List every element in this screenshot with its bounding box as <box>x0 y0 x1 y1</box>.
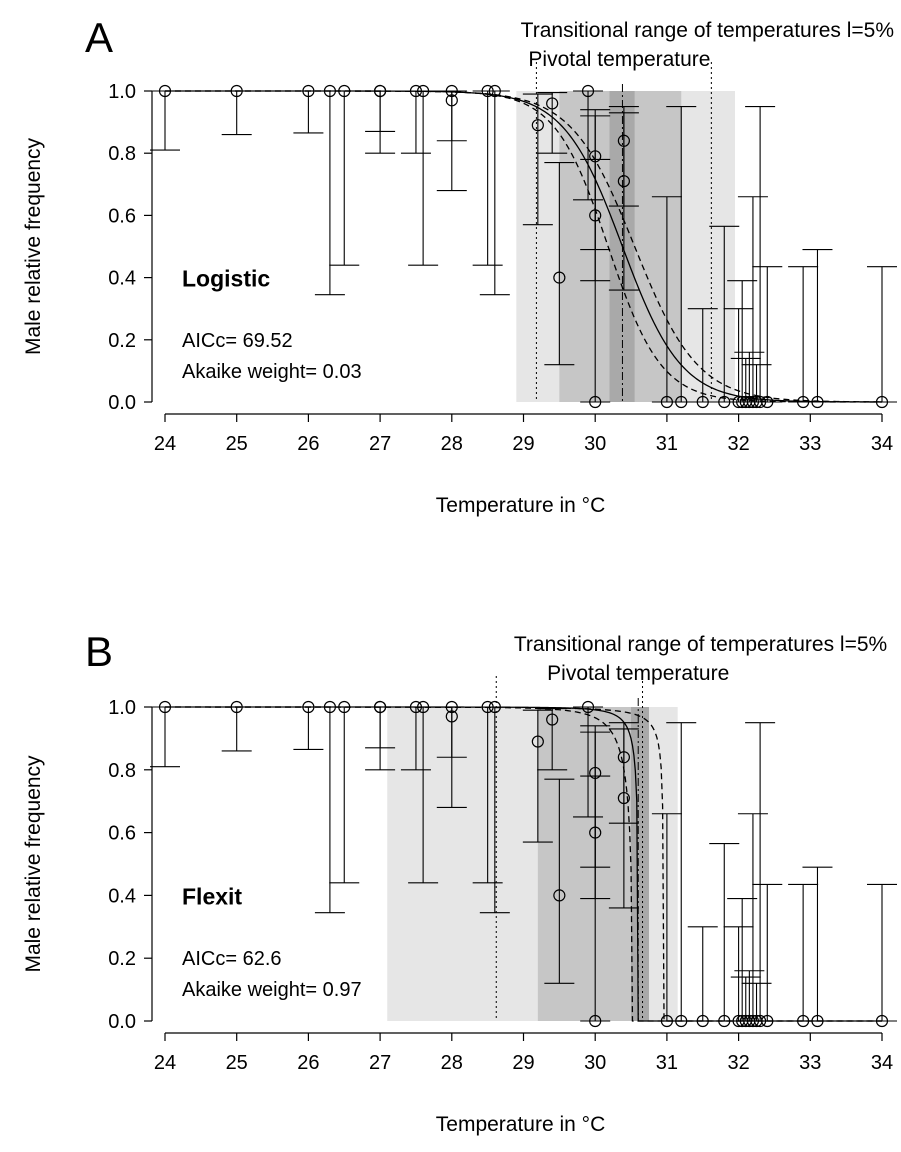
y-tick-label: 0.0 <box>108 392 136 414</box>
x-tick-label: 31 <box>656 433 678 455</box>
x-tick-label: 31 <box>656 1052 678 1074</box>
data-point <box>417 700 430 714</box>
x-tick-label: 26 <box>297 1052 319 1074</box>
x-tick-label: 27 <box>369 1052 391 1074</box>
x-tick-label: 33 <box>799 433 821 455</box>
panel-A: A 0.0 0.2 0.4 0.6 0.8 1.0 24 25 26 27 28 29 30 31 32 33 3… <box>22 14 897 517</box>
aicc-label: AICc= 62.6 <box>182 948 282 970</box>
x-tick-label: 32 <box>727 1052 749 1074</box>
x-tick-label: 29 <box>512 433 534 455</box>
data-point <box>302 700 315 714</box>
panel-letter: A <box>85 14 113 61</box>
aicc-label: AICc= 69.52 <box>182 330 293 352</box>
data-point <box>302 84 315 98</box>
data-point <box>581 700 595 714</box>
data-point <box>546 97 559 110</box>
data-point <box>374 700 387 714</box>
data-point <box>875 395 889 409</box>
data-point <box>445 710 458 723</box>
y-tick-label: 1.0 <box>108 697 136 719</box>
data-point <box>553 889 566 902</box>
x-tick-label: 28 <box>441 1052 463 1074</box>
y-tick-label: 0.8 <box>108 143 136 165</box>
akaike-weight-label: Akaike weight= 0.97 <box>182 979 362 1001</box>
data-point <box>158 84 172 98</box>
data-point <box>811 395 824 409</box>
y-axis-label: Male relative frequency <box>22 755 45 973</box>
pivotal-label: Pivotal temperature <box>528 48 710 71</box>
x-tick-label: 25 <box>226 433 248 455</box>
y-tick-label: 0.4 <box>108 885 136 907</box>
x-tick-label: 28 <box>441 433 463 455</box>
model-name-label: Logistic <box>182 266 270 292</box>
x-tick-label: 27 <box>369 433 391 455</box>
akaike-weight-label: Akaike weight= 0.03 <box>182 361 362 383</box>
y-tick-label: 1.0 <box>108 81 136 103</box>
y-tick-label: 0.2 <box>108 330 136 352</box>
x-axis-label: Temperature in °C <box>436 494 605 517</box>
y-tick-label: 0.0 <box>108 1011 136 1033</box>
data-point <box>546 713 559 726</box>
pivotal-label: Pivotal temperature <box>547 662 729 685</box>
data-point <box>417 84 430 98</box>
x-tick-label: 24 <box>154 1052 176 1074</box>
transitional-range-label: Transitional range of temperatures l=5% <box>521 19 894 42</box>
transitional-range-label: Transitional range of temperatures l=5% <box>514 633 887 656</box>
y-tick-label: 0.8 <box>108 760 136 782</box>
data-point <box>617 175 630 188</box>
y-axis-label: Male relative frequency <box>22 137 45 355</box>
data-point <box>811 1014 824 1028</box>
panel-letter: B <box>85 628 113 675</box>
data-point <box>696 395 709 409</box>
x-tick-label: 26 <box>297 433 319 455</box>
data-point <box>675 395 688 409</box>
data-point <box>617 791 630 805</box>
x-tick-label: 30 <box>584 1052 606 1074</box>
data-point <box>553 271 566 284</box>
y-tick-label: 0.4 <box>108 268 136 290</box>
data-point <box>589 395 602 409</box>
data-point <box>675 1014 688 1028</box>
data-point <box>338 700 351 714</box>
x-tick-label: 30 <box>584 433 606 455</box>
data-point <box>374 84 387 98</box>
y-tick-label: 0.2 <box>108 948 136 970</box>
x-tick-label: 32 <box>727 433 749 455</box>
x-tick-label: 25 <box>226 1052 248 1074</box>
data-point <box>581 84 595 98</box>
x-axis-label: Temperature in °C <box>436 1113 605 1136</box>
x-tick-label: 34 <box>871 433 893 455</box>
data-point <box>531 119 544 132</box>
data-point <box>589 1014 602 1028</box>
data-point <box>230 700 243 714</box>
model-name-label: Flexit <box>182 883 242 909</box>
x-tick-label: 33 <box>799 1052 821 1074</box>
data-point <box>230 84 243 98</box>
data-point <box>761 395 774 409</box>
x-tick-label: 24 <box>154 433 176 455</box>
data-point <box>445 94 458 107</box>
data-point <box>158 700 172 714</box>
y-tick-label: 0.6 <box>108 823 136 845</box>
x-tick-label: 34 <box>871 1052 893 1074</box>
data-point <box>696 1014 709 1028</box>
data-point <box>488 84 501 98</box>
y-tick-label: 0.6 <box>108 205 136 227</box>
panel-B: B 0.0 0.2 0.4 0.6 0.8 1.0 24 25 26 27 28 29 30 31 32 33 3… <box>22 628 897 1136</box>
data-point <box>761 1014 774 1028</box>
data-point <box>531 735 544 748</box>
data-point <box>875 1014 889 1028</box>
x-tick-label: 29 <box>512 1052 534 1074</box>
data-point <box>338 84 351 98</box>
data-point <box>488 700 501 714</box>
